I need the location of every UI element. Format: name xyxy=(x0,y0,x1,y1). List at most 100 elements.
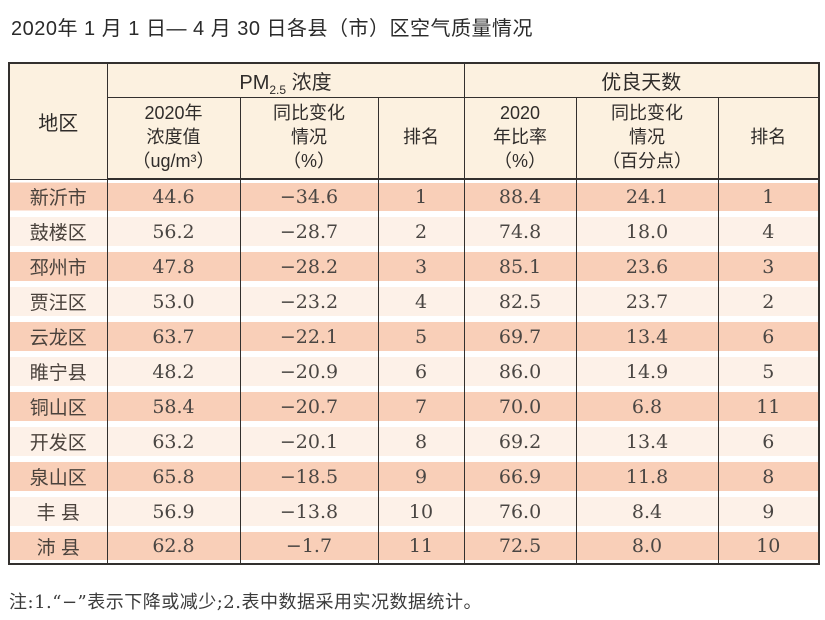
pm-rank-cell: 1 xyxy=(377,179,465,214)
column-group-good-days: 优良天数 xyxy=(463,63,820,98)
region-cell: 开发区 xyxy=(8,424,108,459)
region-cell: 新沂市 xyxy=(8,179,108,214)
days-rank-cell: 4 xyxy=(717,214,820,249)
region-cell: 沛 县 xyxy=(8,529,108,564)
pm-change-cell: −20.9 xyxy=(239,354,379,389)
pm-value-cell: 58.4 xyxy=(106,389,241,424)
column-group-pm25: PM2.5 浓度 xyxy=(106,63,465,98)
days-ratio-cell: 88.4 xyxy=(463,179,577,214)
table-row: 贾汪区 53.0 −23.2 4 82.5 23.7 2 xyxy=(8,284,820,319)
table-row: 丰 县 56.9 −13.8 10 76.0 8.4 9 xyxy=(8,494,820,529)
pm-rank-cell: 6 xyxy=(377,354,465,389)
pm-rank-cell: 5 xyxy=(377,319,465,354)
column-header-days-rank: 排名 xyxy=(717,97,820,180)
pm-change-cell: −20.1 xyxy=(239,424,379,459)
pm-value-cell: 56.9 xyxy=(106,494,241,529)
pm-change-cell: −28.7 xyxy=(239,214,379,249)
pm-rank-cell: 10 xyxy=(377,494,465,529)
region-cell: 鼓楼区 xyxy=(8,214,108,249)
days-ratio-cell: 85.1 xyxy=(463,249,577,284)
pm-value-cell: 63.2 xyxy=(106,424,241,459)
pm-change-cell: −20.7 xyxy=(239,389,379,424)
pm-rank-cell: 4 xyxy=(377,284,465,319)
days-ratio-cell: 69.7 xyxy=(463,319,577,354)
days-ratio-cell: 82.5 xyxy=(463,284,577,319)
days-change-cell: 13.4 xyxy=(575,424,719,459)
days-change-cell: 8.4 xyxy=(575,494,719,529)
days-ratio-cell: 76.0 xyxy=(463,494,577,529)
days-rank-cell: 3 xyxy=(717,249,820,284)
header-sub-row: 2020年 浓度值 （ug/m³） 同比变化 情况 （%） 排名 2020 年比… xyxy=(9,97,820,180)
days-change-cell: 6.8 xyxy=(575,389,719,424)
column-header-pm-change: 同比变化 情况 （%） xyxy=(239,97,379,180)
table-row: 云龙区 63.7 −22.1 5 69.7 13.4 6 xyxy=(8,319,820,354)
days-change-cell: 8.0 xyxy=(575,529,719,564)
days-rank-cell: 6 xyxy=(717,424,820,459)
pm-change-cell: −28.2 xyxy=(239,249,379,284)
days-ratio-cell: 86.0 xyxy=(463,354,577,389)
pm-change-cell: −34.6 xyxy=(239,179,379,214)
pm-change-cell: −18.5 xyxy=(239,459,379,494)
pm-value-cell: 65.8 xyxy=(106,459,241,494)
days-ratio-cell: 74.8 xyxy=(463,214,577,249)
pm-rank-cell: 3 xyxy=(377,249,465,284)
region-cell: 邳州市 xyxy=(8,249,108,284)
pm-value-cell: 47.8 xyxy=(106,249,241,284)
header-group-row: 地区 PM2.5 浓度 优良天数 xyxy=(8,63,820,180)
table-row: 沛 县 62.8 −1.7 11 72.5 8.0 10 xyxy=(8,529,820,564)
days-ratio-cell: 72.5 xyxy=(463,529,577,564)
table-row: 铜山区 58.4 −20.7 7 70.0 6.8 11 xyxy=(8,389,820,424)
pm-change-cell: −23.2 xyxy=(239,284,379,319)
region-cell: 泉山区 xyxy=(8,459,108,494)
pm-value-cell: 62.8 xyxy=(106,529,241,564)
footnote: 注:1.“−”表示下降或减少;2.表中数据采用实况数据统计。 xyxy=(9,592,482,613)
pm-value-cell: 53.0 xyxy=(106,284,241,319)
table-row: 睢宁县 48.2 −20.9 6 86.0 14.9 5 xyxy=(8,354,820,389)
column-header-region: 地区 xyxy=(8,63,108,180)
region-cell: 丰 县 xyxy=(8,494,108,529)
pm-rank-cell: 9 xyxy=(377,459,465,494)
region-cell: 贾汪区 xyxy=(8,284,108,319)
days-rank-cell: 10 xyxy=(717,529,820,564)
days-rank-cell: 1 xyxy=(717,179,820,214)
days-change-cell: 13.4 xyxy=(575,319,719,354)
pm-change-cell: −1.7 xyxy=(239,529,379,564)
pm-value-cell: 63.7 xyxy=(106,319,241,354)
column-header-pm-rank: 排名 xyxy=(377,97,465,180)
pm-rank-cell: 8 xyxy=(377,424,465,459)
days-change-cell: 18.0 xyxy=(575,214,719,249)
days-rank-cell: 5 xyxy=(717,354,820,389)
table-row: 泉山区 65.8 −18.5 9 66.9 11.8 8 xyxy=(8,459,820,494)
page-title: 2020年 1 月 1 日— 4 月 30 日各县（市）区空气质量情况 xyxy=(11,18,534,40)
days-change-cell: 23.6 xyxy=(575,249,719,284)
table-body: 新沂市 44.6 −34.6 1 88.4 24.1 1 鼓楼区 56.2 −2… xyxy=(8,179,820,564)
days-ratio-cell: 69.2 xyxy=(463,424,577,459)
pm25-label: PM2.5 浓度 xyxy=(239,71,332,97)
region-cell: 云龙区 xyxy=(8,319,108,354)
table-row: 开发区 63.2 −20.1 8 69.2 13.4 6 xyxy=(8,424,820,459)
pm-rank-cell: 7 xyxy=(377,389,465,424)
days-change-cell: 23.7 xyxy=(575,284,719,319)
table-row: 鼓楼区 56.2 −28.7 2 74.8 18.0 4 xyxy=(8,214,820,249)
days-rank-cell: 9 xyxy=(717,494,820,529)
days-ratio-cell: 70.0 xyxy=(463,389,577,424)
days-rank-cell: 8 xyxy=(717,459,820,494)
column-header-pm-value: 2020年 浓度值 （ug/m³） xyxy=(106,97,241,180)
days-change-cell: 11.8 xyxy=(575,459,719,494)
pm-value-cell: 56.2 xyxy=(106,214,241,249)
column-header-days-ratio: 2020 年比率 （%） xyxy=(463,97,577,180)
days-rank-cell: 2 xyxy=(717,284,820,319)
pm-change-cell: −13.8 xyxy=(239,494,379,529)
air-quality-table: 地区 PM2.5 浓度 优良天数 2020年 浓度值 （ug/m³） 同比变化 … xyxy=(8,62,821,565)
table-row: 新沂市 44.6 −34.6 1 88.4 24.1 1 xyxy=(8,179,820,214)
days-rank-cell: 11 xyxy=(717,389,820,424)
days-rank-cell: 6 xyxy=(717,319,820,354)
pm-rank-cell: 2 xyxy=(377,214,465,249)
days-ratio-cell: 66.9 xyxy=(463,459,577,494)
pm-value-cell: 48.2 xyxy=(106,354,241,389)
days-change-cell: 14.9 xyxy=(575,354,719,389)
region-cell: 铜山区 xyxy=(8,389,108,424)
column-header-days-change: 同比变化 情况 （百分点） xyxy=(575,97,719,180)
pm-change-cell: −22.1 xyxy=(239,319,379,354)
region-cell: 睢宁县 xyxy=(8,354,108,389)
